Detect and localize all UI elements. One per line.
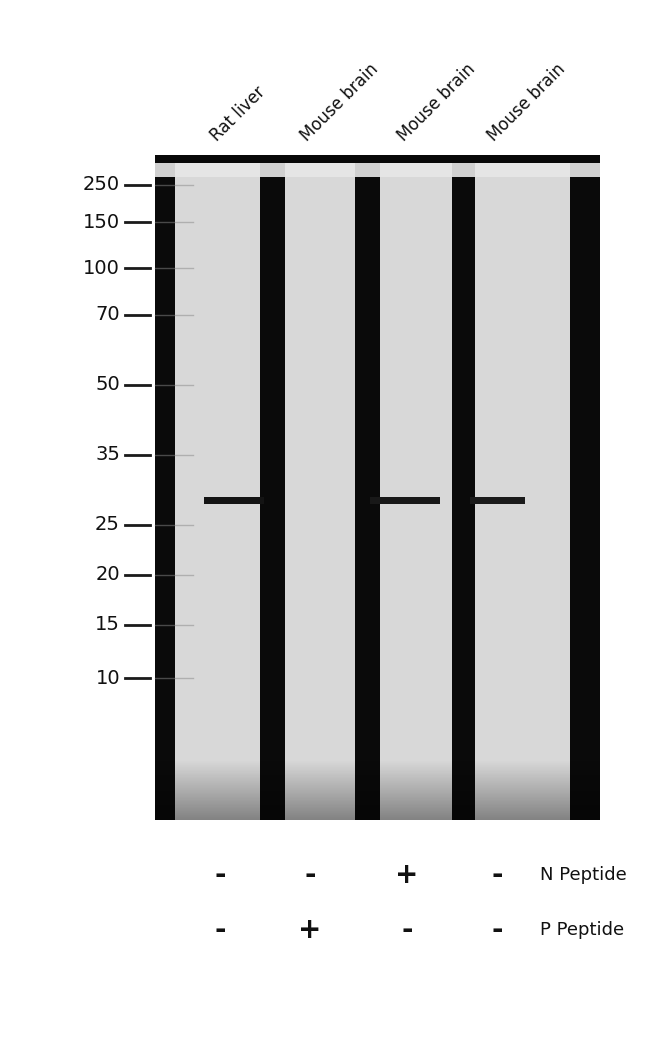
Text: 50: 50 bbox=[96, 376, 120, 394]
Text: 15: 15 bbox=[95, 616, 120, 635]
Text: 10: 10 bbox=[96, 668, 120, 687]
Text: Mouse brain: Mouse brain bbox=[395, 60, 479, 145]
Bar bbox=[260, 155, 285, 820]
Text: 100: 100 bbox=[83, 258, 120, 278]
Bar bbox=[204, 496, 264, 504]
Text: 150: 150 bbox=[83, 213, 120, 232]
Bar bbox=[450, 155, 545, 177]
Text: -: - bbox=[214, 861, 226, 889]
Bar bbox=[155, 155, 600, 163]
Text: 20: 20 bbox=[96, 565, 120, 584]
Bar bbox=[155, 155, 198, 820]
Bar bbox=[155, 155, 175, 177]
Text: P Peptide: P Peptide bbox=[540, 921, 624, 939]
Bar bbox=[452, 155, 475, 177]
Text: 70: 70 bbox=[96, 305, 120, 324]
Text: 35: 35 bbox=[95, 446, 120, 465]
Bar bbox=[355, 155, 380, 177]
Text: N Peptide: N Peptide bbox=[540, 866, 627, 884]
Bar bbox=[450, 155, 545, 820]
Bar bbox=[469, 496, 525, 504]
Bar bbox=[270, 155, 360, 820]
Text: Mouse brain: Mouse brain bbox=[297, 60, 382, 145]
Bar bbox=[360, 155, 450, 177]
Bar bbox=[155, 155, 198, 177]
Text: +: + bbox=[395, 861, 419, 889]
Bar bbox=[545, 155, 600, 177]
Bar bbox=[360, 155, 450, 820]
Bar bbox=[155, 155, 175, 820]
Text: Rat liver: Rat liver bbox=[207, 83, 269, 145]
Bar bbox=[570, 155, 600, 820]
Bar bbox=[155, 155, 600, 820]
Text: -: - bbox=[491, 916, 502, 944]
Text: Mouse brain: Mouse brain bbox=[484, 60, 569, 145]
Text: -: - bbox=[304, 861, 316, 889]
Bar bbox=[452, 155, 475, 820]
Bar bbox=[370, 496, 440, 504]
Bar bbox=[545, 155, 600, 820]
Text: -: - bbox=[401, 916, 413, 944]
Bar bbox=[198, 155, 270, 820]
Text: -: - bbox=[214, 916, 226, 944]
Text: 250: 250 bbox=[83, 175, 120, 194]
Bar bbox=[270, 155, 360, 177]
Bar bbox=[570, 155, 600, 177]
Bar bbox=[355, 155, 380, 820]
Text: +: + bbox=[298, 916, 322, 944]
Text: 25: 25 bbox=[95, 515, 120, 535]
Text: -: - bbox=[491, 861, 502, 889]
Bar bbox=[198, 155, 270, 177]
Bar bbox=[260, 155, 285, 177]
